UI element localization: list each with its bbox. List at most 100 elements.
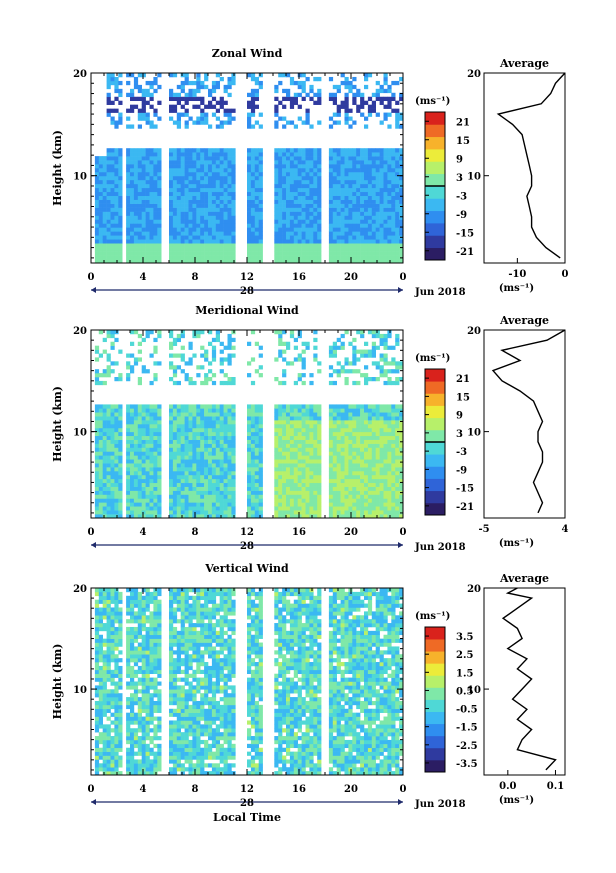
heatmap-cell xyxy=(227,243,232,248)
heatmap-cell xyxy=(297,333,302,339)
heatmap-cell xyxy=(176,183,181,189)
heatmap-cell xyxy=(188,420,193,425)
heatmap-cell xyxy=(399,179,404,185)
heatmap-cell xyxy=(360,412,365,417)
heatmap-cell xyxy=(133,455,139,460)
heatmap-cell xyxy=(250,168,256,173)
heatmap-cell xyxy=(278,502,283,507)
heatmap-cell xyxy=(211,227,217,232)
heatmap-cell xyxy=(126,211,131,216)
heatmap-cell xyxy=(293,152,298,157)
heatmap-cell xyxy=(231,424,236,429)
heatmap-cell xyxy=(274,467,279,472)
heatmap-cell xyxy=(215,486,220,491)
heatmap-cell xyxy=(383,152,388,157)
heatmap-cell xyxy=(211,191,217,197)
heatmap-cell xyxy=(184,247,189,252)
heatmap-cell xyxy=(180,168,185,173)
heatmap-cell xyxy=(149,451,154,456)
heatmap-cell xyxy=(137,486,142,491)
heatmap-cell xyxy=(118,408,123,413)
heatmap-cell xyxy=(114,486,119,491)
heatmap-cell xyxy=(274,420,279,425)
heatmap-cell xyxy=(286,215,291,220)
heatmap-cell xyxy=(286,148,291,153)
heatmap-cell xyxy=(200,474,205,480)
heatmap-cell xyxy=(219,506,224,511)
heatmap-cell xyxy=(110,435,115,440)
heatmap-cell xyxy=(278,408,283,413)
heatmap-cell xyxy=(282,152,287,157)
heatmap-cell xyxy=(149,502,154,507)
heatmap-cell xyxy=(126,373,131,378)
heatmap-cell xyxy=(250,435,256,440)
heatmap-cell xyxy=(328,420,334,425)
heatmap-cell xyxy=(395,239,400,244)
heatmap-cell xyxy=(188,404,193,409)
heatmap-cell xyxy=(391,179,396,185)
heatmap-cell xyxy=(250,164,256,169)
heatmap-cell xyxy=(204,243,209,248)
heatmap-cell xyxy=(106,408,111,413)
heatmap-cell xyxy=(204,227,209,232)
heatmap-cell xyxy=(141,73,146,78)
heatmap-cell xyxy=(208,471,213,476)
heatmap-cell xyxy=(250,199,256,204)
heatmap-cell xyxy=(204,463,209,468)
heatmap-cell xyxy=(305,179,310,185)
heatmap-cell xyxy=(247,239,252,244)
heatmap-cell xyxy=(196,227,201,232)
heatmap-cell xyxy=(274,498,279,503)
heatmap-cell xyxy=(145,443,150,448)
heatmap-cell xyxy=(184,223,189,228)
heatmap-cell xyxy=(153,88,158,94)
heatmap-cell xyxy=(340,498,345,503)
heatmap-cell xyxy=(149,443,154,448)
heatmap-cell xyxy=(332,443,337,448)
heatmap-cell xyxy=(367,187,373,193)
heatmap-cell xyxy=(301,424,306,429)
heatmap-cell xyxy=(360,203,365,208)
heatmap-cell xyxy=(94,427,100,433)
heatmap-cell xyxy=(118,211,123,216)
heatmap-cell xyxy=(211,88,217,94)
heatmap-cell xyxy=(305,148,310,153)
heatmap-cell xyxy=(399,231,404,236)
heatmap-cell xyxy=(360,353,365,358)
heatmap-cell xyxy=(395,365,400,370)
heatmap-cell xyxy=(286,341,291,346)
heatmap-cell xyxy=(293,427,298,433)
heatmap-cell xyxy=(258,239,263,244)
heatmap-cell xyxy=(282,73,287,78)
heatmap-cell xyxy=(395,195,400,200)
heatmap-cell xyxy=(169,341,174,346)
heatmap-cell xyxy=(231,502,236,507)
heatmap-cell xyxy=(383,482,388,487)
heatmap-cell xyxy=(247,112,252,117)
heatmap-cell xyxy=(137,235,142,240)
heatmap-cell xyxy=(293,211,298,216)
heatmap-cell xyxy=(286,168,291,173)
heatmap-cell xyxy=(317,443,322,448)
heatmap-cell xyxy=(153,195,158,200)
heatmap-cell xyxy=(301,179,306,185)
heatmap-cell xyxy=(176,506,181,511)
heatmap-cell xyxy=(204,179,209,185)
heatmap-cell xyxy=(153,478,158,484)
heatmap-cell xyxy=(391,148,396,153)
heatmap-cell xyxy=(387,467,392,472)
heatmap-cell xyxy=(149,171,154,177)
heatmap-cell xyxy=(153,215,158,220)
heatmap-cell xyxy=(188,168,193,173)
heatmap-cell xyxy=(375,199,380,204)
heatmap-cell xyxy=(258,199,263,204)
heatmap-cell xyxy=(196,333,201,339)
heatmap-cell xyxy=(192,175,197,181)
heatmap-cell xyxy=(219,494,224,499)
heatmap-cell xyxy=(395,191,400,197)
heatmap-cell xyxy=(141,247,146,252)
heatmap-cell xyxy=(278,494,283,499)
heatmap-cell xyxy=(395,482,400,487)
heatmap-cell xyxy=(293,219,298,224)
heatmap-cell xyxy=(356,330,361,335)
